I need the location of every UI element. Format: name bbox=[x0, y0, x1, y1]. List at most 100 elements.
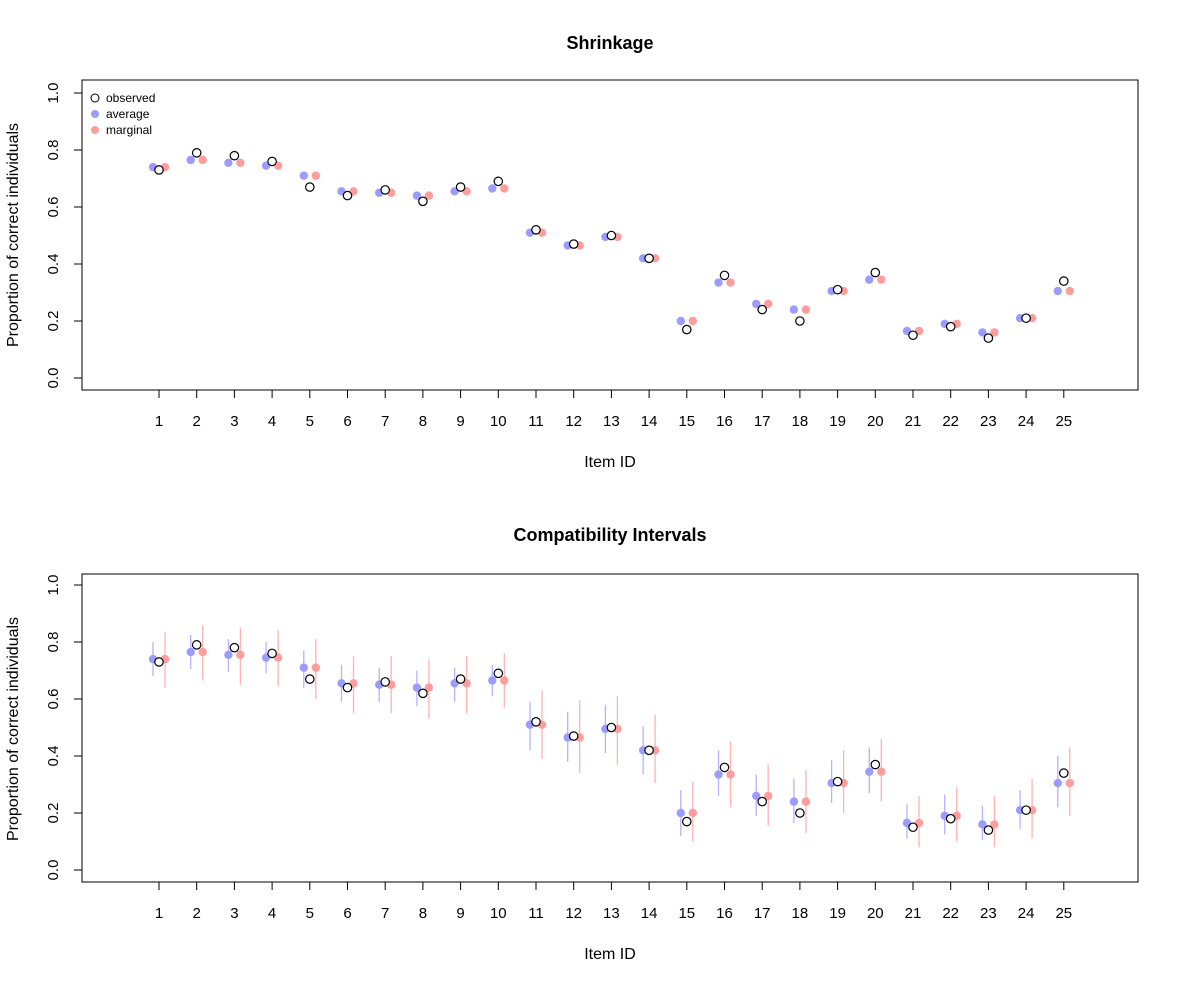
average-point bbox=[488, 676, 497, 685]
average-point bbox=[186, 155, 195, 165]
average-point bbox=[865, 767, 874, 776]
marginal-point bbox=[801, 797, 811, 806]
y-axis-label: Proportion of correct individuals bbox=[5, 617, 22, 841]
x-tick-label: 9 bbox=[456, 413, 464, 430]
x-tick-label: 10 bbox=[490, 905, 507, 922]
x-tick-label: 18 bbox=[792, 413, 809, 430]
average-point bbox=[789, 797, 799, 806]
observed-point bbox=[531, 225, 541, 235]
observed-point bbox=[229, 150, 240, 161]
observed-point bbox=[719, 762, 730, 773]
x-tick-label: 24 bbox=[1018, 905, 1035, 922]
y-tick-label: 0.4 bbox=[45, 746, 62, 767]
marginal-point bbox=[764, 299, 773, 309]
marginal-point bbox=[726, 770, 735, 779]
observed-point bbox=[870, 267, 881, 278]
x-tick-label: 25 bbox=[1055, 905, 1072, 922]
average-point bbox=[865, 275, 874, 284]
x-axis: 1 2 3 4 5 6 7 8 9 10 11 12 13 14 15 16 17 18 19 20 21 22 23 24 2… bbox=[155, 881, 1072, 922]
x-tick-label: 16 bbox=[716, 413, 733, 430]
observed-point bbox=[870, 759, 881, 770]
y-tick-label: 0.0 bbox=[45, 860, 62, 881]
x-tick-label: 18 bbox=[792, 905, 809, 922]
x-tick-label: 15 bbox=[678, 905, 695, 922]
marginal-point bbox=[311, 171, 320, 180]
average-point bbox=[752, 791, 761, 801]
x-tick-label: 2 bbox=[193, 905, 201, 922]
x-axis-label: Item ID bbox=[584, 454, 636, 471]
marginal-point bbox=[688, 316, 697, 326]
observed-point bbox=[342, 682, 353, 693]
y-axis: 0.0 0.2 0.4 0.6 0.8 1.0 bbox=[45, 575, 83, 881]
x-tick-label: 19 bbox=[829, 905, 846, 922]
x-tick-label: 4 bbox=[268, 413, 276, 430]
average-point bbox=[752, 299, 761, 309]
x-tick-label: 21 bbox=[905, 905, 922, 922]
observed-point bbox=[568, 239, 579, 249]
x-tick-label: 6 bbox=[343, 413, 351, 430]
marginal-point bbox=[236, 650, 245, 660]
legend-marginal-symbol bbox=[91, 126, 99, 134]
marginal-point bbox=[500, 184, 509, 193]
x-tick-label: 2 bbox=[193, 413, 201, 430]
average-point bbox=[299, 171, 308, 180]
x-tick-label: 24 bbox=[1018, 413, 1035, 430]
y-tick-label: 1.0 bbox=[45, 575, 62, 596]
marginal-point bbox=[726, 278, 735, 287]
observed-point bbox=[1021, 805, 1031, 815]
x-tick-label: 15 bbox=[678, 413, 695, 430]
observed-point bbox=[983, 825, 994, 835]
observed-point bbox=[380, 185, 390, 195]
compatibility-intervals-panel: Compatibility Intervals 0.0 0.2 0.4 0.6 0.8 1… bbox=[5, 525, 1139, 963]
legend-average-label: average bbox=[106, 107, 150, 121]
y-tick-label: 0.4 bbox=[45, 254, 62, 275]
marginal-point bbox=[424, 683, 434, 692]
observed-point bbox=[493, 176, 504, 187]
average-point bbox=[412, 191, 422, 200]
x-tick-label: 6 bbox=[343, 905, 351, 922]
x-tick-label: 13 bbox=[603, 413, 620, 430]
y-axis-label: Proportion of correct individuals bbox=[5, 123, 22, 347]
average-point bbox=[1053, 778, 1063, 788]
observed-point bbox=[342, 190, 353, 201]
x-tick-label: 5 bbox=[306, 413, 314, 430]
observed-point bbox=[493, 668, 504, 679]
marginal-point bbox=[801, 305, 811, 314]
observed-point bbox=[304, 182, 315, 192]
y-axis: 0.0 0.2 0.4 0.6 0.8 1.0 bbox=[45, 83, 83, 388]
observed-point bbox=[531, 716, 541, 727]
marginal-point bbox=[877, 275, 886, 284]
x-tick-label: 25 bbox=[1055, 413, 1072, 430]
x-tick-label: 14 bbox=[641, 413, 658, 430]
average-point bbox=[224, 650, 233, 660]
y-tick-label: 0.2 bbox=[45, 803, 62, 824]
observed-point bbox=[380, 677, 390, 687]
x-axis-label: Item ID bbox=[584, 946, 636, 963]
x-tick-label: 20 bbox=[867, 413, 884, 430]
marginal-point bbox=[424, 191, 434, 200]
x-tick-label: 1 bbox=[155, 905, 163, 922]
x-tick-label: 10 bbox=[490, 413, 507, 430]
marginal-point bbox=[688, 808, 697, 818]
x-tick-label: 3 bbox=[230, 905, 238, 922]
observed-point bbox=[1021, 313, 1031, 323]
average-point bbox=[186, 647, 195, 657]
x-tick-label: 23 bbox=[980, 905, 997, 922]
chart-title: Shrinkage bbox=[566, 33, 653, 53]
observed-point bbox=[719, 270, 730, 281]
x-tick-label: 8 bbox=[419, 413, 427, 430]
x-tick-label: 11 bbox=[528, 413, 544, 430]
observed-point bbox=[1059, 276, 1069, 286]
observed-point bbox=[418, 688, 428, 699]
x-tick-label: 22 bbox=[942, 413, 959, 430]
marginal-point bbox=[990, 820, 999, 829]
legend-observed-label: observed bbox=[106, 91, 155, 105]
average-point bbox=[488, 184, 497, 193]
observed-point bbox=[267, 156, 277, 167]
data-points bbox=[148, 624, 1075, 848]
x-tick-label: 20 bbox=[867, 905, 884, 922]
observed-point bbox=[455, 182, 466, 192]
x-tick-label: 22 bbox=[942, 905, 959, 922]
marginal-point bbox=[990, 328, 999, 337]
